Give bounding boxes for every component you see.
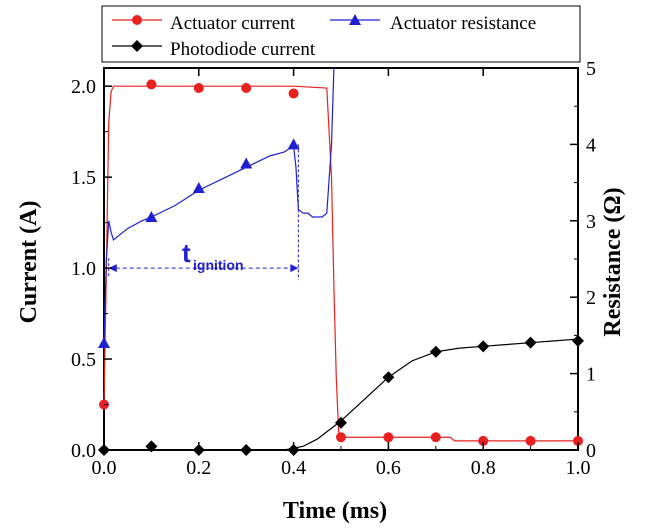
data-point-actuator-current [193,83,204,94]
x-tick-label: 0.6 [376,457,401,479]
data-point-actuator-resistance [240,157,253,169]
ignition-arrow-head-left [108,264,117,273]
y-tick-label: 2.0 [71,76,96,98]
y2-tick-label: 1 [586,364,596,386]
x-tick-label: 0.2 [186,457,211,479]
y2-tick-label: 2 [586,287,596,309]
y2-tick-label: 0 [586,440,596,462]
y2-tick-label: 5 [586,58,596,80]
y-tick-label: 0.0 [71,440,96,462]
data-point-photodiode-current [524,336,537,349]
series-line-photodiode-current [104,338,579,451]
ignition-arrow-head-right [290,264,299,273]
data-point-actuator-current [241,83,252,94]
data-point-photodiode-current [382,371,395,384]
ignition-label: t [182,238,191,268]
legend-marker-photodiode-current [131,40,143,52]
x-tick-label: 0.0 [92,457,117,479]
y2-axis-label: Resistance (Ω) [600,187,626,336]
y2-tick-label: 3 [586,211,596,233]
plot-area: t ignition 0.0 0.2 0.4 0.6 0.8 1.0 0.0 0.5 1.0 1.5… [71,58,596,479]
x-tick-label: 1.0 [566,457,591,479]
series-actuator-resistance [98,67,335,349]
y-tick-label: 0.5 [71,349,96,371]
y-tick-label: 1.0 [71,258,96,280]
y-tick-label: 1.5 [71,167,96,189]
data-point-photodiode-current [335,416,347,429]
data-point-actuator-current [430,432,441,443]
data-point-actuator-resistance [98,337,110,349]
data-point-actuator-resistance [145,210,158,222]
legend-marker-actuator-resistance [349,14,361,25]
x-axis-label: Time (ms) [283,498,387,524]
y-axis-label: Current (A) [16,201,42,324]
data-point-actuator-current [336,432,346,443]
ignition-subscript: ignition [193,257,244,273]
series-actuator-current [99,79,583,446]
legend-marker-actuator-current [132,15,142,25]
data-point-photodiode-current [429,345,442,358]
data-point-actuator-current [383,432,394,443]
data-point-actuator-current [478,435,489,446]
series-line-actuator-current [103,85,578,442]
ignition-annotation: t ignition [108,144,299,281]
legend: Actuator current Actuator resistance Pho… [101,5,581,63]
legend-label-photodiode-current: Photodiode current [170,39,316,60]
plot-frame [103,67,579,451]
legend-label-actuator-resistance: Actuator resistance [390,13,536,34]
x-tick-label: 0.8 [471,457,496,479]
legend-box [101,5,581,63]
data-point-photodiode-current [477,340,490,353]
x-tick-label: 0.4 [281,457,306,479]
data-point-actuator-current [573,435,583,446]
data-point-actuator-current [146,79,157,90]
legend-label-actuator-current: Actuator current [170,13,296,34]
data-point-actuator-resistance [192,181,205,193]
data-point-actuator-current [288,88,299,99]
data-point-photodiode-current [572,334,584,347]
data-point-actuator-current [525,435,536,446]
series-line-actuator-resistance [103,67,335,344]
y2-tick-label: 4 [586,134,596,156]
data-point-actuator-resistance [287,138,300,150]
